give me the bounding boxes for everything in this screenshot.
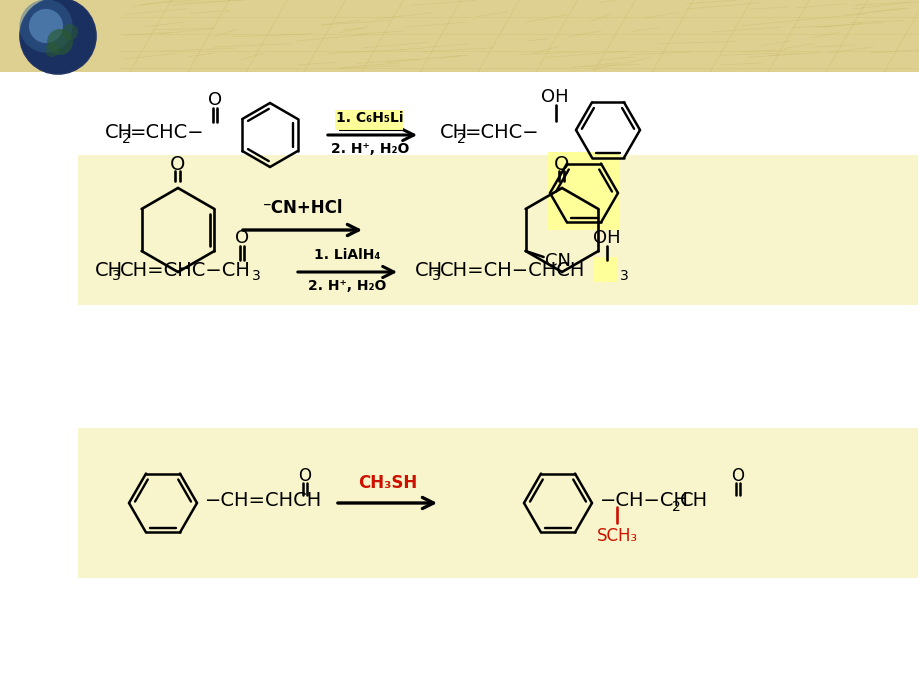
Text: O: O [731, 467, 743, 485]
Text: =CHC−: =CHC− [130, 124, 204, 143]
Text: OH: OH [593, 229, 620, 247]
Text: CH₃SH: CH₃SH [358, 474, 417, 492]
Text: OH: OH [540, 88, 568, 106]
Text: 3: 3 [252, 269, 260, 283]
Bar [335, 110, 403, 130]
Bar [0, 0, 919, 72]
Circle shape [45, 43, 59, 57]
Text: 1. LiAlH₄: 1. LiAlH₄ [313, 248, 380, 262]
Text: −CH−CH: −CH−CH [599, 491, 688, 511]
Text: 2: 2 [122, 132, 130, 146]
Text: SCH₃: SCH₃ [596, 527, 637, 545]
Text: O: O [298, 467, 312, 485]
Text: O: O [554, 155, 569, 173]
Text: 3: 3 [432, 269, 440, 283]
Text: 3: 3 [619, 269, 628, 283]
Text: CH: CH [105, 124, 133, 143]
Text: 2. H⁺, H₂O: 2. H⁺, H₂O [308, 279, 386, 293]
Circle shape [28, 9, 63, 43]
Circle shape [47, 29, 73, 55]
Text: CH: CH [95, 261, 123, 279]
Circle shape [62, 24, 78, 40]
Bar [548, 152, 619, 230]
Text: =CHC−: =CHC− [464, 124, 539, 143]
Text: 2: 2 [457, 132, 465, 146]
Circle shape [20, 0, 96, 74]
Bar [78, 428, 917, 578]
Text: O: O [234, 229, 249, 247]
Text: CH: CH [414, 261, 443, 279]
Text: CN: CN [544, 252, 570, 270]
Text: CH=CHC−CH: CH=CHC−CH [119, 261, 251, 279]
Text: −CH=CHCH: −CH=CHCH [205, 491, 322, 511]
Text: CH: CH [679, 491, 708, 511]
Bar [593, 257, 618, 282]
Text: O: O [170, 155, 186, 173]
Text: 2: 2 [671, 500, 680, 514]
Text: ⁻CN+HCl: ⁻CN+HCl [263, 199, 343, 217]
Text: 1. C₆H₅Li: 1. C₆H₅Li [335, 111, 403, 125]
Circle shape [19, 0, 73, 52]
Text: CH: CH [439, 124, 468, 143]
Text: CH=CH−CHCH: CH=CH−CHCH [439, 261, 584, 279]
Text: 2. H⁺, H₂O: 2. H⁺, H₂O [331, 142, 409, 156]
Bar [78, 155, 917, 305]
Text: O: O [208, 91, 221, 109]
Text: 3: 3 [112, 269, 120, 283]
